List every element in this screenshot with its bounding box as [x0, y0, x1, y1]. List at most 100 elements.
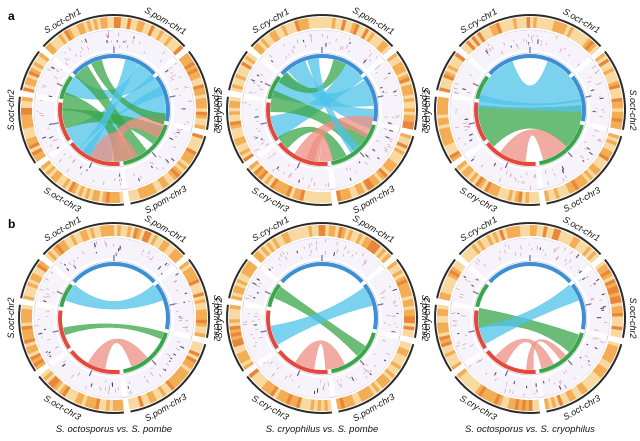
density-heat-cell: [477, 385, 487, 397]
feature-mark: [389, 129, 394, 132]
density-heat-cell: [549, 396, 557, 409]
density-heat-cell: [165, 246, 176, 257]
density-heat-cell: [50, 169, 61, 181]
feature-mark: [594, 347, 598, 350]
density-heat-cell: [160, 241, 171, 253]
feature-mark: [142, 249, 144, 253]
feature-mark: [278, 257, 281, 260]
feature-mark: [258, 130, 261, 132]
centromere-tick: [359, 151, 365, 158]
density-heat-cell: [444, 349, 456, 358]
feature-mark: [46, 293, 50, 295]
density-heat-cell: [250, 162, 262, 173]
centromere-tick: [88, 162, 93, 169]
density-heat-cell: [388, 55, 400, 65]
feature-mark: [173, 353, 177, 356]
feature-mark: [283, 171, 286, 175]
feature-mark: [506, 381, 508, 385]
density-heat-cell: [359, 181, 369, 193]
feature-mark: [170, 78, 175, 81]
feature-mark: [377, 64, 381, 68]
centromere-tick: [296, 162, 301, 169]
feature-mark: [557, 255, 560, 260]
density-heat-cell: [229, 107, 241, 112]
density-heat-cell: [79, 230, 87, 242]
density-heat-cell: [585, 167, 597, 179]
synteny-block-band: [474, 102, 487, 142]
density-heat-cell: [528, 191, 533, 203]
density-heat-cell: [290, 229, 298, 241]
feature-mark: [272, 168, 275, 172]
feature-mark: [580, 155, 584, 159]
density-heat-cell: [574, 239, 584, 252]
density-heat-cell: [551, 20, 559, 32]
density-heat-cell: [440, 80, 453, 87]
density-heat-cell: [290, 21, 298, 33]
feature-mark: [67, 58, 70, 61]
feature-mark: [252, 282, 257, 286]
density-heat-cell: [607, 132, 620, 140]
density-heat-cell: [531, 191, 537, 203]
density-heat-cell: [31, 147, 43, 156]
feature-mark: [504, 244, 506, 247]
feature-mark: [256, 278, 260, 281]
chromosome-ideogram: [454, 167, 541, 206]
feature-track: [124, 334, 191, 397]
density-heat-cell: [45, 165, 56, 176]
density-heat-cell: [444, 141, 456, 150]
density-heat-cell: [545, 226, 552, 239]
density-heat-cell: [23, 337, 36, 345]
feature-mark: [341, 46, 344, 50]
density-heat-cell: [391, 358, 404, 367]
density-heat-cell: [441, 76, 454, 84]
feature-mark: [93, 245, 96, 249]
density-heat-cell: [604, 70, 616, 79]
feature-track: [577, 268, 610, 335]
density-heat-cell: [239, 64, 251, 73]
density-heat-cell: [604, 349, 616, 358]
feature-mark: [537, 39, 539, 44]
feature-mark: [249, 91, 253, 94]
density-heat-cell: [439, 291, 452, 298]
density-heat-cell: [274, 27, 284, 40]
density-heat-cell: [473, 241, 484, 253]
density-heat-cell: [170, 250, 182, 262]
density-heat-cell: [26, 138, 39, 147]
feature-mark: [178, 76, 182, 79]
feature-mark: [156, 167, 159, 170]
density-heat-cell: [154, 387, 164, 399]
feature-track: [161, 60, 194, 127]
density-heat-cell: [609, 87, 622, 94]
density-heat-cell: [229, 117, 241, 123]
density-heat-cell: [80, 186, 88, 199]
density-heat-cell: [534, 399, 540, 411]
density-heat-cell: [21, 96, 33, 102]
feature-mark: [590, 299, 595, 301]
density-heat-cell: [326, 191, 332, 203]
density-heat-cell: [44, 252, 56, 264]
density-heat-cell: [375, 169, 386, 181]
feature-mark: [151, 161, 154, 165]
synteny-block-band: [69, 142, 120, 166]
feature-mark: [348, 50, 350, 53]
synteny-block-band: [277, 142, 328, 166]
density-heat-cell: [87, 396, 95, 409]
density-heat-cell: [260, 37, 271, 49]
feature-mark: [81, 165, 83, 168]
feature-mark: [149, 258, 151, 261]
feature-mark: [558, 381, 561, 385]
density-heat-cell: [135, 20, 143, 32]
density-heat-cell: [38, 52, 50, 62]
density-heat-cell: [506, 189, 514, 202]
density-heat-cell: [334, 226, 341, 238]
density-heat-cell: [284, 23, 292, 36]
synteny-block-band: [266, 102, 279, 142]
feature-mark: [79, 55, 82, 58]
density-heat-cell: [376, 248, 387, 259]
feature-mark: [164, 368, 167, 371]
density-heat-cell: [63, 29, 73, 42]
feature-mark: [174, 62, 177, 65]
feature-mark: [584, 147, 587, 150]
density-heat-cell: [604, 141, 616, 150]
density-heat-cell: [106, 225, 112, 237]
